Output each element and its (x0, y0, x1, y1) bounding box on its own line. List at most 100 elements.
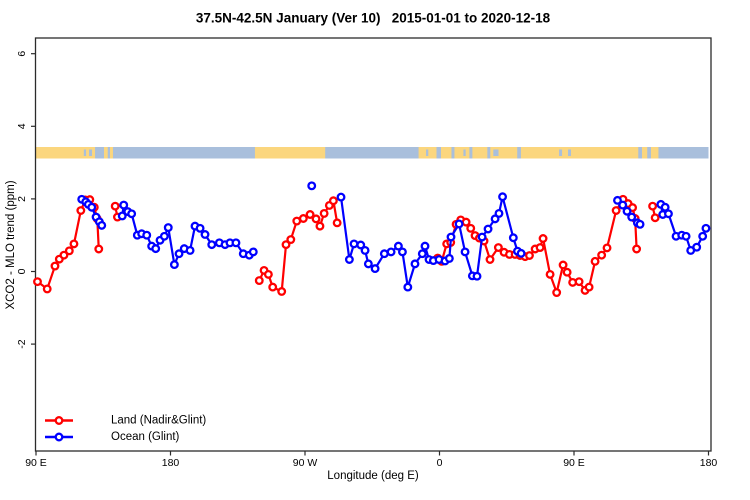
legend-land-marker (54, 416, 64, 425)
series-land-point (286, 235, 296, 245)
series-land-point (574, 277, 584, 287)
x-tick-label: 0 (437, 457, 443, 469)
series-land-point (59, 250, 69, 260)
series-land-point (584, 282, 594, 292)
series-land-point (268, 282, 278, 292)
series-ocean-point (207, 240, 217, 250)
series-land-point (525, 251, 534, 260)
series-ocean-point (498, 192, 508, 202)
series-ocean-point (618, 200, 628, 210)
series-land-point (42, 284, 52, 294)
series-land-point (305, 210, 315, 219)
series-land-point (461, 217, 471, 227)
series-ocean-point (477, 232, 487, 242)
legend-ocean-label: Ocean (Glint) (111, 431, 180, 443)
series-land-point (298, 214, 308, 223)
series-ocean-point (417, 249, 427, 259)
series-ocean-point (87, 202, 97, 212)
series-ocean-point (185, 245, 195, 255)
map-strip-land-segment (36, 147, 96, 159)
series-ocean-point (420, 241, 430, 251)
series-ocean-point (622, 206, 632, 216)
series-ocean-point (127, 209, 137, 219)
series-ocean-point (117, 211, 127, 221)
series-ocean-point (151, 244, 161, 254)
series-ocean-point (195, 223, 205, 233)
series-ocean-point (169, 260, 179, 270)
series-ocean-point (681, 231, 691, 241)
series-land-point (597, 250, 607, 260)
series-ocean-point (397, 247, 407, 257)
series-land-point (64, 246, 74, 256)
y-tick-label: 4 (16, 123, 28, 129)
series-land-point (50, 261, 60, 271)
series-land-point (254, 276, 264, 286)
series-land-point (315, 221, 325, 231)
series-ocean-point (336, 192, 346, 202)
map-strip-ocean-speck (89, 149, 93, 156)
map-strip-land-segment (109, 147, 113, 159)
series-ocean-point (386, 247, 396, 257)
map-strip-ocean-speck (568, 149, 572, 156)
series-land-point (332, 218, 342, 228)
map-strip-land-segment (650, 147, 659, 159)
series-land-point (493, 243, 503, 252)
series-ocean-point (663, 209, 673, 219)
chart-title: 37.5N-42.5N January (Ver 10) 2015-01-01 … (195, 10, 551, 26)
series-ocean-point (454, 219, 464, 229)
series-ocean-point (370, 264, 380, 274)
series-ocean-point (446, 232, 456, 242)
series-land-point (485, 255, 495, 264)
series-ocean-point (701, 223, 711, 233)
map-strip-land-segment (490, 147, 518, 159)
series-ocean-point (174, 249, 184, 259)
series-land-point (76, 206, 86, 215)
series-ocean-point (483, 224, 493, 234)
series-ocean-point (231, 238, 241, 248)
y-tick-label: 0 (16, 268, 28, 274)
map-strip-land-segment (440, 147, 452, 159)
series-ocean-point (142, 230, 152, 240)
series-ocean-point (516, 248, 526, 258)
series-land-point (277, 287, 287, 296)
series-ocean-point (444, 253, 454, 263)
series-ocean-point (472, 271, 482, 281)
x-tick-label: 90 W (293, 457, 318, 469)
series-ocean-point (613, 195, 622, 205)
legend-land-label: Land (Nadir&Glint) (111, 415, 206, 427)
series-ocean-point (200, 230, 210, 239)
y-tick-label: -2 (16, 339, 28, 348)
series-ocean-point (163, 223, 173, 233)
x-tick-label: 90 E (563, 457, 585, 469)
series-land-line (36, 198, 100, 291)
series-ocean-point (307, 181, 317, 191)
map-strip-land-segment (472, 147, 488, 159)
y-tick-label: 2 (16, 196, 28, 202)
series-ocean-point (508, 233, 518, 243)
series-ocean-point (344, 255, 354, 264)
series-ocean-point (410, 259, 420, 269)
series-land-point (319, 208, 329, 218)
y-tick-label: 6 (16, 51, 28, 57)
map-strip-ocean-speck (83, 149, 87, 156)
series-land-point (94, 244, 104, 254)
series-land-point (545, 269, 555, 279)
series-land-point (552, 288, 562, 298)
x-tick-label: 90 E (25, 457, 47, 469)
series-land-point (611, 206, 621, 215)
series-land-point (535, 243, 545, 252)
x-tick-label: 180 (700, 457, 718, 469)
series-ocean-point (159, 231, 169, 241)
map-strip-land-segment (454, 147, 470, 159)
series-land-point (590, 256, 600, 266)
series-ocean-point (97, 220, 107, 230)
x-axis-label: Longitude (deg E) (327, 470, 419, 482)
map-strip-ocean-speck (493, 149, 499, 156)
map-strip-land-segment (520, 147, 639, 159)
series-land-point (602, 243, 612, 253)
series-ocean-point (119, 200, 129, 210)
series-ocean-point (660, 202, 670, 212)
series-ocean-point (248, 247, 258, 257)
map-strip-land-segment (103, 147, 108, 159)
